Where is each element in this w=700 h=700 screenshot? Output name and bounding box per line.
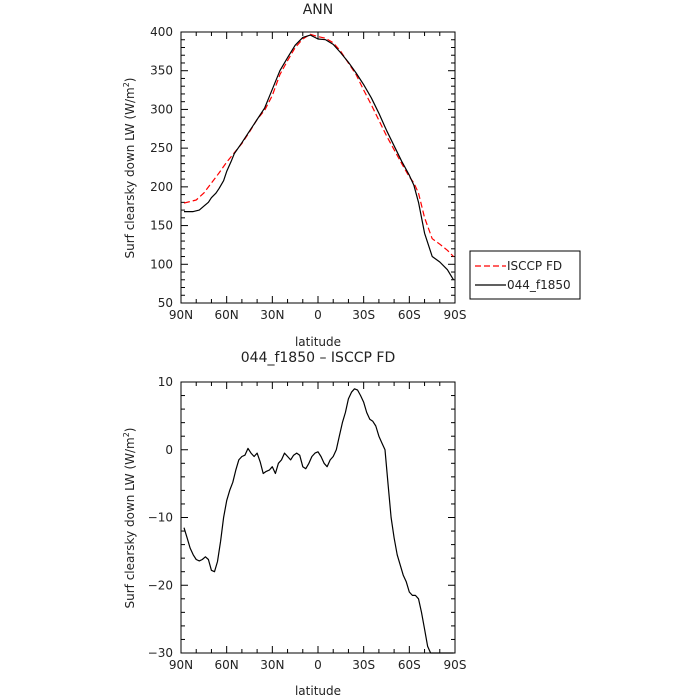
y-axis-label-superscript: 2 <box>122 82 131 87</box>
legend: ISCCP FD 044_f1850 <box>469 250 581 300</box>
x-tick-label: 60S <box>398 308 421 322</box>
legend-label-044-f1850: 044_f1850 <box>507 278 571 292</box>
chart-title: 044_f1850 – ISCCP FD <box>241 350 395 366</box>
x-axis-label: latitude <box>295 335 341 349</box>
y-tick-label: 150 <box>150 219 173 233</box>
y-tick-label: 10 <box>158 375 173 389</box>
plot-area: 90N 60N 30N 0 30S 60S 90S −30 −20 −10 0 10 <box>148 375 467 672</box>
panel-bottom: 044_f1850 – ISCCP FD 90N 60N 30N 0 30S 60S 90S… <box>122 350 466 698</box>
x-tick-label: 60N <box>215 658 239 672</box>
y-tick-label: −10 <box>148 511 173 525</box>
chart-title: ANN <box>303 2 334 18</box>
y-axis-label: Surf clearsky down LW (W/m2) <box>122 427 137 608</box>
y-axis-label-suffix: ) <box>123 427 137 432</box>
y-tick-label: 0 <box>165 443 173 457</box>
x-tick-label: 90N <box>169 308 193 322</box>
panel-top: ANN 90N 60N 30N 0 30S 60S 90S 50 100 150 200 250 300… <box>122 2 581 349</box>
x-tick-label: 0 <box>314 308 322 322</box>
plot-area: 90N 60N 30N 0 30S 60S 90S 50 100 150 200 250 300 350 4… <box>150 25 466 322</box>
legend-box <box>469 250 581 300</box>
x-axis-label: latitude <box>295 684 341 698</box>
y-axis-label-text: Surf clearsky down LW (W/m <box>123 87 137 258</box>
x-tick-label: 90N <box>169 658 193 672</box>
y-axis-label-text: Surf clearsky down LW (W/m <box>123 437 137 608</box>
x-tick-label: 30N <box>260 308 284 322</box>
y-tick-label: 100 <box>150 257 173 271</box>
x-tick-label: 90S <box>444 308 467 322</box>
series-line-044-f1850 <box>184 34 455 281</box>
series-line-difference <box>183 388 454 654</box>
x-tick-label: 30S <box>352 658 375 672</box>
y-tick-label: 250 <box>150 141 173 155</box>
plot-frame <box>180 31 456 304</box>
x-tick-label: 60S <box>398 658 421 672</box>
y-tick-label: 300 <box>150 102 173 116</box>
x-tick-label: 0 <box>314 658 322 672</box>
y-axis-label-suffix: ) <box>123 77 137 82</box>
x-tick-label: 30S <box>352 308 375 322</box>
x-tick-label: 90S <box>444 658 467 672</box>
x-tick-label: 30N <box>260 658 284 672</box>
y-tick-label: 50 <box>158 296 173 310</box>
x-tick-label: 60N <box>215 308 239 322</box>
y-tick-label: −30 <box>148 646 173 660</box>
y-tick-label: 400 <box>150 25 173 39</box>
series-line-isccp-fd <box>183 33 454 257</box>
y-tick-label: −20 <box>148 578 173 592</box>
y-axis-label: Surf clearsky down LW (W/m2) <box>122 77 137 258</box>
plot-frame <box>180 381 456 654</box>
y-tick-label: 200 <box>150 180 173 194</box>
legend-label-isccp-fd: ISCCP FD <box>507 259 562 273</box>
y-tick-label: 350 <box>150 64 173 78</box>
y-axis-label-superscript: 2 <box>122 432 131 437</box>
